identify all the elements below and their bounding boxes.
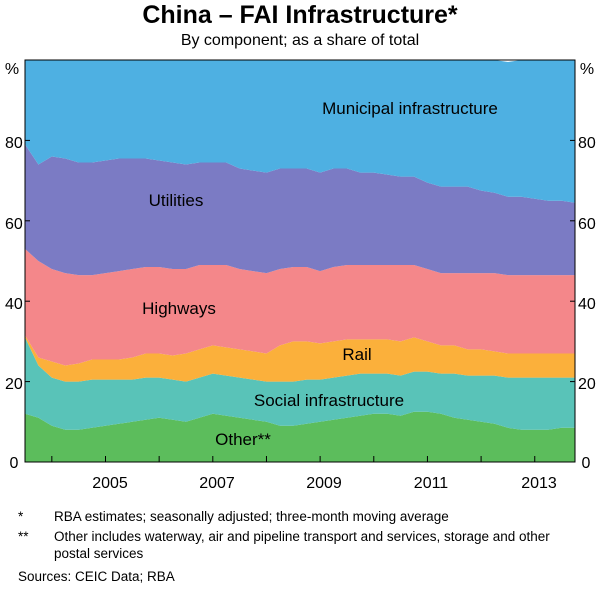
- y-tick-left-60: 60: [5, 216, 23, 233]
- area-other: [25, 411, 575, 462]
- label-municipal: Municipal infrastructure: [322, 99, 498, 118]
- axis-ticks: [25, 139, 575, 462]
- x-tick-2011: 2011: [414, 475, 449, 492]
- area-utilities: [25, 144, 575, 276]
- y-unit-left: %: [5, 61, 19, 78]
- x-tick-2009: 2009: [306, 475, 342, 492]
- footnote-1: * RBA estimates; seasonally adjusted; th…: [18, 508, 588, 525]
- plot-frame: [24, 59, 576, 463]
- y-unit-right: %: [580, 61, 594, 78]
- sources: Sources: CEIC Data; RBA: [18, 569, 175, 584]
- area-municipal: [25, 60, 575, 203]
- x-tick-2013: 2013: [521, 475, 557, 492]
- footnote-text: Other includes waterway, air and pipelin…: [54, 529, 550, 561]
- area-series-group: [25, 60, 575, 462]
- y-tick-right-20: 20: [578, 376, 596, 393]
- y-tick-right-40: 40: [578, 296, 596, 313]
- footnote-mark: **: [18, 529, 29, 544]
- y-tick-left-0: 0: [10, 455, 19, 472]
- stacked-area-chart: % 80 60 40 20 0 % 80 60 40 20 0 2005 200…: [5, 59, 596, 492]
- label-highways: Highways: [142, 299, 216, 318]
- x-tick-2005: 2005: [92, 475, 128, 492]
- label-social: Social infrastructure: [254, 391, 404, 410]
- label-rail: Rail: [342, 345, 371, 364]
- chart-subtitle: By component; as a share of total: [180, 32, 420, 49]
- area-social: [25, 337, 575, 430]
- area-rail: [25, 335, 575, 382]
- footnote-2: ** Other includes waterway, air and pipe…: [18, 528, 588, 562]
- x-tick-2007: 2007: [199, 475, 235, 492]
- y-tick-left-40: 40: [5, 296, 23, 313]
- area-highways: [25, 248, 575, 366]
- footnote-text: RBA estimates; seasonally adjusted; thre…: [54, 509, 449, 524]
- y-tick-right-80: 80: [578, 135, 596, 152]
- y-tick-right-60: 60: [578, 216, 596, 233]
- chart-title: China – FAI Infrastructure*: [142, 1, 458, 29]
- label-utilities: Utilities: [149, 191, 204, 210]
- footnotes: * RBA estimates; seasonally adjusted; th…: [18, 508, 588, 585]
- label-other: Other**: [215, 430, 271, 449]
- y-tick-right-0: 0: [582, 455, 591, 472]
- y-tick-left-80: 80: [5, 135, 23, 152]
- y-tick-left-20: 20: [5, 376, 23, 393]
- footnote-mark: *: [18, 509, 24, 524]
